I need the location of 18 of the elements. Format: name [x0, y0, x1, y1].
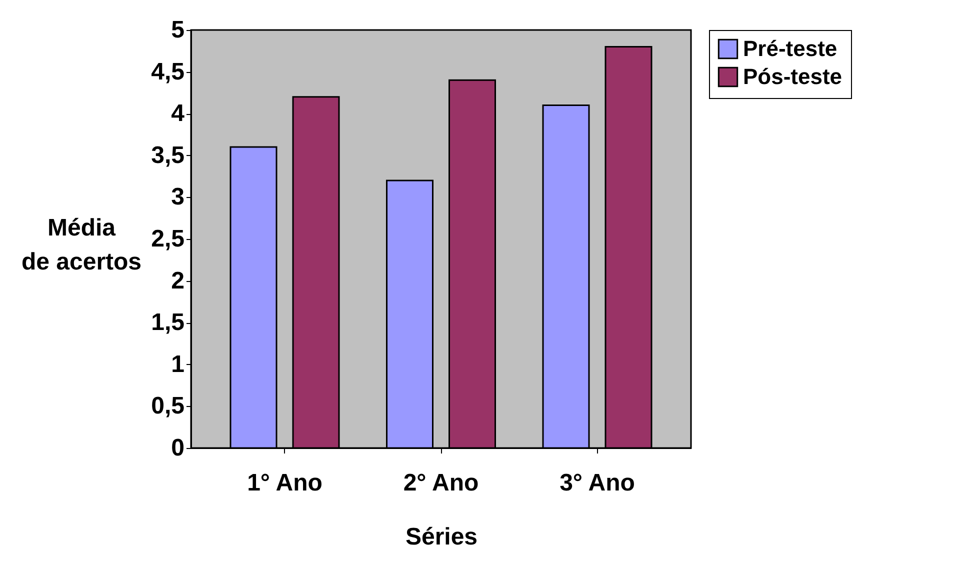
- y-tick-label: 4,5: [151, 58, 184, 86]
- y-tick-label: 2,5: [151, 226, 184, 252]
- x-tick-label: 3° Ano: [560, 470, 635, 496]
- x-tick-label: 2° Ano: [403, 470, 479, 496]
- x-axis-title: Séries: [405, 524, 478, 550]
- legend-label: Pós-teste: [743, 64, 842, 89]
- y-tick-label: 2: [171, 267, 184, 294]
- y-tick-label: 1,5: [151, 309, 184, 336]
- y-tick-label: 3,5: [151, 142, 184, 169]
- y-tick-label: 3: [171, 184, 184, 211]
- y-tick-label: 5: [171, 16, 184, 44]
- x-tick-label: 1° Ano: [247, 470, 322, 496]
- y-tick-label: 4: [171, 100, 186, 128]
- y-tick-label: 1: [171, 350, 184, 378]
- legend-label: Pré-teste: [743, 36, 838, 61]
- y-axis-title: Média de acertos: [21, 214, 142, 276]
- y-tick-label: 0: [171, 434, 184, 462]
- y-tick-label: 0,5: [151, 392, 184, 420]
